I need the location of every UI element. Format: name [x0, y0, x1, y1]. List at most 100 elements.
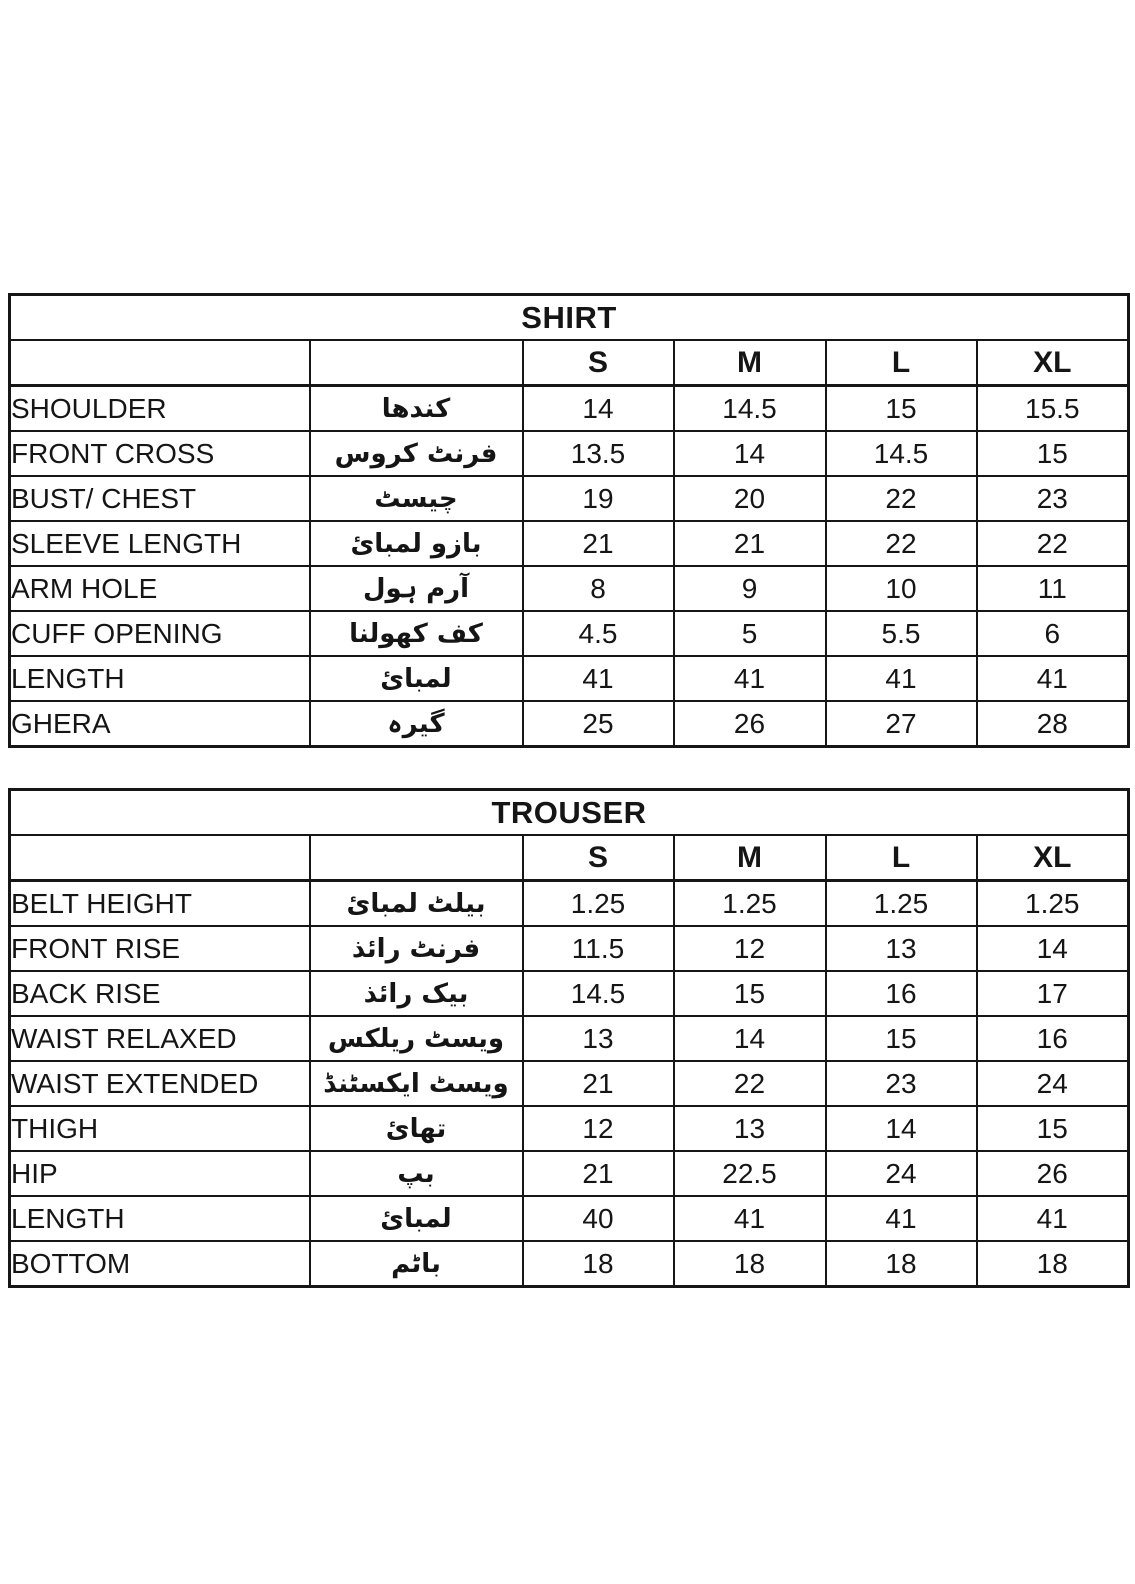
measurement-value: 15: [975, 430, 1130, 477]
measurement-label: FRONT CROSS: [8, 430, 311, 477]
measurement-value: 5.5: [824, 610, 978, 657]
measurement-label-urdu: بیلٹ لمبائ: [308, 879, 524, 927]
measurement-label-urdu: بپ: [308, 1150, 524, 1197]
measurement-value: 22.5: [672, 1150, 827, 1197]
measurement-value: 41: [824, 1195, 978, 1242]
measurement-value: 17: [975, 970, 1130, 1017]
measurement-label: WAIST EXTENDED: [8, 1060, 311, 1107]
measurement-value: 26: [975, 1150, 1130, 1197]
measurement-label: ARM HOLE: [8, 565, 311, 612]
measurement-row: GHERA گیرہ 25 26 27 28: [8, 700, 1130, 748]
measurement-label: BACK RISE: [8, 970, 311, 1017]
measurement-value: 21: [521, 1150, 675, 1197]
measurement-value: 40: [521, 1195, 675, 1242]
size-column-header-xl: XL: [975, 339, 1130, 387]
measurement-label: HIP: [8, 1150, 311, 1197]
measurement-value: 11: [975, 565, 1130, 612]
measurement-row: BELT HEIGHT بیلٹ لمبائ 1.25 1.25 1.25 1.25: [8, 879, 1130, 927]
size-column-header-s: S: [521, 339, 675, 387]
measurement-value: 21: [521, 1060, 675, 1107]
measurement-label-urdu: لمبائ: [308, 655, 524, 702]
measurement-row: HIP بپ 21 22.5 24 26: [8, 1150, 1130, 1197]
measurement-row: CUFF OPENING کف کھولنا 4.5 5 5.5 6: [8, 610, 1130, 657]
measurement-value: 12: [672, 925, 827, 972]
measurement-value: 21: [521, 520, 675, 567]
measurement-value: 23: [824, 1060, 978, 1107]
measurement-value: 14.5: [521, 970, 675, 1017]
measurement-value: 14: [824, 1105, 978, 1152]
measurement-row: BUST/ CHEST چیسٹ 19 20 22 23: [8, 475, 1130, 522]
measurement-label-urdu: ویسٹ ایکسٹنڈ: [308, 1060, 524, 1107]
empty-urdu-header-cell: [308, 834, 524, 882]
measurement-value: 6: [975, 610, 1130, 657]
measurement-value: 1.25: [521, 879, 675, 927]
measurement-label-urdu: گیرہ: [308, 700, 524, 748]
measurement-value: 14.5: [672, 384, 827, 432]
measurement-value: 41: [824, 655, 978, 702]
measurement-value: 24: [824, 1150, 978, 1197]
measurement-value: 1.25: [824, 879, 978, 927]
measurement-value: 15.5: [975, 384, 1130, 432]
table-title: SHIRT: [8, 293, 1130, 341]
measurement-label: SLEEVE LENGTH: [8, 520, 311, 567]
measurement-value: 22: [672, 1060, 827, 1107]
measurement-row: WAIST RELAXED ویسٹ ریلکس 13 14 15 16: [8, 1015, 1130, 1062]
measurement-row: LENGTH لمبائ 40 41 41 41: [8, 1195, 1130, 1242]
size-column-header-l: L: [824, 834, 978, 882]
size-column-header-m: M: [672, 339, 827, 387]
measurement-value: 9: [672, 565, 827, 612]
measurement-label-urdu: تھائ: [308, 1105, 524, 1152]
measurement-label-urdu: چیسٹ: [308, 475, 524, 522]
size-column-header-l: L: [824, 339, 978, 387]
size-header-row: S M L XL: [8, 339, 1130, 387]
measurement-value: 24: [975, 1060, 1130, 1107]
measurement-label-urdu: کندھا: [308, 384, 524, 432]
measurement-value: 5: [672, 610, 827, 657]
measurement-value: 28: [975, 700, 1130, 748]
empty-label-header-cell: [8, 834, 311, 882]
measurement-value: 16: [975, 1015, 1130, 1062]
measurement-row: FRONT RISE فرنٹ رائذ 11.5 12 13 14: [8, 925, 1130, 972]
measurement-label: LENGTH: [8, 1195, 311, 1242]
size-chart-document: SHIRT S M L XL SHOULDER کندھا 14 14.5 15 15.5 FRONT…: [8, 293, 1131, 1288]
measurement-value: 18: [975, 1240, 1130, 1288]
measurement-label-urdu: لمبائ: [308, 1195, 524, 1242]
measurement-row: BOTTOM باٹم 18 18 18 18: [8, 1240, 1130, 1288]
measurement-value: 10: [824, 565, 978, 612]
measurement-value: 20: [672, 475, 827, 522]
measurement-value: 19: [521, 475, 675, 522]
measurement-value: 15: [975, 1105, 1130, 1152]
measurement-value: 1.25: [975, 879, 1130, 927]
measurement-value: 22: [975, 520, 1130, 567]
measurement-value: 26: [672, 700, 827, 748]
measurement-value: 41: [975, 1195, 1130, 1242]
measurement-value: 25: [521, 700, 675, 748]
measurement-row: FRONT CROSS فرنٹ کروس 13.5 14 14.5 15: [8, 430, 1130, 477]
measurement-label: WAIST RELAXED: [8, 1015, 311, 1062]
measurement-row: SLEEVE LENGTH بازو لمبائ 21 21 22 22: [8, 520, 1130, 567]
measurement-row: THIGH تھائ 12 13 14 15: [8, 1105, 1130, 1152]
measurement-label-urdu: کف کھولنا: [308, 610, 524, 657]
measurement-label-urdu: فرنٹ رائذ: [308, 925, 524, 972]
measurement-value: 13.5: [521, 430, 675, 477]
measurement-label: FRONT RISE: [8, 925, 311, 972]
measurement-value: 15: [672, 970, 827, 1017]
measurement-row: BACK RISE بیک رائذ 14.5 15 16 17: [8, 970, 1130, 1017]
measurement-value: 1.25: [672, 879, 827, 927]
measurement-value: 15: [824, 384, 978, 432]
measurement-label-urdu: بیک رائذ: [308, 970, 524, 1017]
measurement-value: 8: [521, 565, 675, 612]
measurement-value: 14: [672, 1015, 827, 1062]
measurement-label-urdu: ویسٹ ریلکس: [308, 1015, 524, 1062]
measurement-value: 23: [975, 475, 1130, 522]
measurement-label: SHOULDER: [8, 384, 311, 432]
measurement-value: 14: [672, 430, 827, 477]
measurement-row: WAIST EXTENDED ویسٹ ایکسٹنڈ 21 22 23 24: [8, 1060, 1130, 1107]
measurement-label: CUFF OPENING: [8, 610, 311, 657]
size-column-header-s: S: [521, 834, 675, 882]
measurement-value: 21: [672, 520, 827, 567]
measurement-value: 14: [975, 925, 1130, 972]
measurement-value: 13: [824, 925, 978, 972]
measurement-value: 11.5: [521, 925, 675, 972]
measurement-value: 16: [824, 970, 978, 1017]
